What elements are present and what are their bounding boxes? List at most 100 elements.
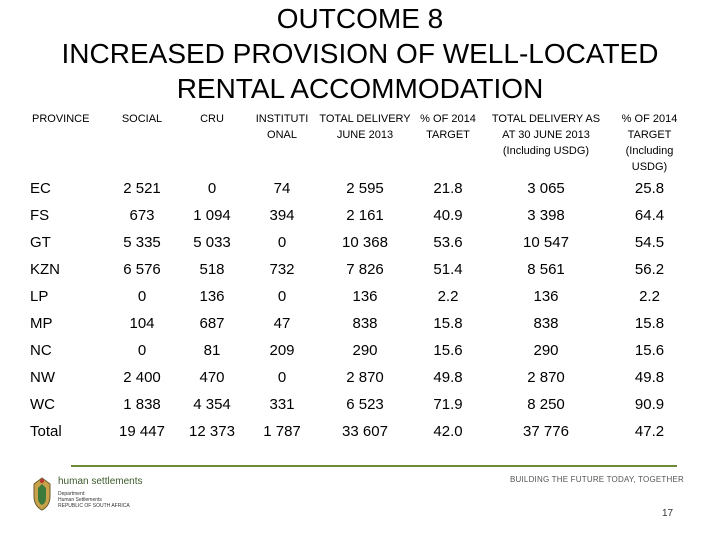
value-cell: 8 250 xyxy=(527,396,565,413)
province-cell: MP xyxy=(30,315,53,332)
value-cell: 2.2 xyxy=(437,288,459,305)
value-cell: 49.8 xyxy=(634,369,665,386)
value-cell: 4 354 xyxy=(193,396,231,413)
value-cell: 2 870 xyxy=(527,369,565,386)
value-cell: 0 xyxy=(277,369,287,386)
value-cell: 15.6 xyxy=(634,342,665,359)
value-cell: 15.6 xyxy=(433,342,463,359)
tagline: BUILDING THE FUTURE TODAY, TOGETHER xyxy=(510,475,684,484)
value-cell: 838 xyxy=(533,315,559,332)
value-cell: 51.4 xyxy=(433,261,463,278)
table-row: WC 1 838 4 354 331 6 523 71.9 8 250 90.9 xyxy=(30,391,690,418)
value-cell: 37 776 xyxy=(523,423,569,440)
value-cell: 1 094 xyxy=(193,207,231,224)
value-cell: 136 xyxy=(352,288,378,305)
value-cell: 74 xyxy=(273,180,291,197)
province-cell: WC xyxy=(30,396,55,413)
coat-of-arms-icon xyxy=(33,477,51,511)
value-cell: 394 xyxy=(269,207,295,224)
value-cell: 21.8 xyxy=(433,180,463,197)
province-cell: GT xyxy=(30,234,51,251)
header-total-delivery: TOTAL DELIVERY JUNE 2013 xyxy=(319,113,411,141)
value-cell: 42.0 xyxy=(433,423,463,440)
value-cell: 56.2 xyxy=(634,261,665,278)
value-cell: 25.8 xyxy=(634,180,665,197)
province-cell: KZN xyxy=(30,261,60,278)
value-cell: 331 xyxy=(269,396,295,413)
value-cell: 838 xyxy=(352,315,378,332)
province-cell: EC xyxy=(30,180,51,197)
table-row: MP 104 687 47 838 15.8 838 15.8 xyxy=(30,310,690,337)
value-cell: 2 400 xyxy=(123,369,161,386)
province-cell: NW xyxy=(30,369,55,386)
header-institutional: INSTITUTI ONAL xyxy=(255,113,309,141)
value-cell: 10 368 xyxy=(342,234,388,251)
department-sub-3: REPUBLIC OF SOUTH AFRICA xyxy=(58,503,130,509)
value-cell: 15.8 xyxy=(433,315,463,332)
value-cell: 90.9 xyxy=(634,396,665,413)
table-row: NC 0 81 209 290 15.6 290 15.6 xyxy=(30,337,690,364)
value-cell: 71.9 xyxy=(433,396,463,413)
department-sub-2: Human Settlements xyxy=(58,497,102,503)
header-social: SOCIAL xyxy=(121,113,163,125)
department-sub-1: Department: xyxy=(58,491,86,497)
value-cell: 136 xyxy=(199,288,225,305)
value-cell: 49.8 xyxy=(433,369,463,386)
value-cell: 1 787 xyxy=(263,423,301,440)
value-cell: 2 161 xyxy=(346,207,384,224)
department-logo: human settlements Department: Human Sett… xyxy=(30,476,150,512)
province-cell: FS xyxy=(30,207,50,224)
value-cell: 470 xyxy=(199,369,225,386)
value-cell: 209 xyxy=(269,342,295,359)
table-row: GT 5 335 5 033 0 10 368 53.6 10 547 54.5 xyxy=(30,229,690,256)
value-cell: 47.2 xyxy=(634,423,665,440)
value-cell: 5 335 xyxy=(123,234,161,251)
value-cell: 136 xyxy=(533,288,559,305)
value-cell: 6 523 xyxy=(346,396,384,413)
value-cell: 0 xyxy=(137,288,147,305)
value-cell: 7 826 xyxy=(346,261,384,278)
header-row: PROVINCE SOCIAL CRU INSTITUTI ONAL TOTAL… xyxy=(30,104,690,175)
value-cell: 15.8 xyxy=(634,315,665,332)
value-cell: 54.5 xyxy=(634,234,665,251)
value-cell: 2.2 xyxy=(639,288,660,305)
province-cell: Total xyxy=(30,423,62,440)
value-cell: 290 xyxy=(352,342,378,359)
title-line-3: RENTAL ACCOMMODATION xyxy=(176,73,544,104)
value-cell: 33 607 xyxy=(342,423,388,440)
value-cell: 687 xyxy=(199,315,225,332)
value-cell: 0 xyxy=(137,342,147,359)
value-cell: 0 xyxy=(207,180,217,197)
value-cell: 5 033 xyxy=(193,234,231,251)
value-cell: 2 595 xyxy=(346,180,384,197)
page-number: 17 xyxy=(662,508,674,519)
department-name: human settlements xyxy=(58,476,143,487)
value-cell: 0 xyxy=(277,234,287,251)
value-cell: 732 xyxy=(269,261,295,278)
value-cell: 673 xyxy=(129,207,155,224)
header-total-delivery-usdg: TOTAL DELIVERY AS AT 30 JUNE 2013 (Inclu… xyxy=(491,113,601,157)
value-cell: 2 870 xyxy=(346,369,384,386)
province-cell: LP xyxy=(30,288,49,305)
table-row: LP 0 136 0 136 2.2 136 2.2 xyxy=(30,283,690,310)
table-row: NW 2 400 470 0 2 870 49.8 2 870 49.8 xyxy=(30,364,690,391)
value-cell: 518 xyxy=(199,261,225,278)
value-cell: 1 838 xyxy=(123,396,161,413)
value-cell: 2 521 xyxy=(123,180,161,197)
value-cell: 64.4 xyxy=(634,207,665,224)
title-line-1: OUTCOME 8 xyxy=(276,3,444,34)
table-row: KZN 6 576 518 732 7 826 51.4 8 561 56.2 xyxy=(30,256,690,283)
title-line-2: INCREASED PROVISION OF WELL-LOCATED xyxy=(61,38,659,69)
value-cell: 12 373 xyxy=(189,423,235,440)
header-pct-target: % OF 2014 TARGET xyxy=(420,113,476,141)
value-cell: 19 447 xyxy=(119,423,165,440)
value-cell: 290 xyxy=(533,342,559,359)
table-row: FS 673 1 094 394 2 161 40.9 3 398 64.4 xyxy=(30,202,690,229)
value-cell: 10 547 xyxy=(523,234,569,251)
value-cell: 104 xyxy=(129,315,155,332)
header-pct-target-usdg: % OF 2014 TARGET (Including USDG) xyxy=(621,113,678,173)
accent-divider xyxy=(71,465,677,467)
header-province: PROVINCE xyxy=(32,113,90,125)
value-cell: 0 xyxy=(277,288,287,305)
value-cell: 40.9 xyxy=(433,207,463,224)
